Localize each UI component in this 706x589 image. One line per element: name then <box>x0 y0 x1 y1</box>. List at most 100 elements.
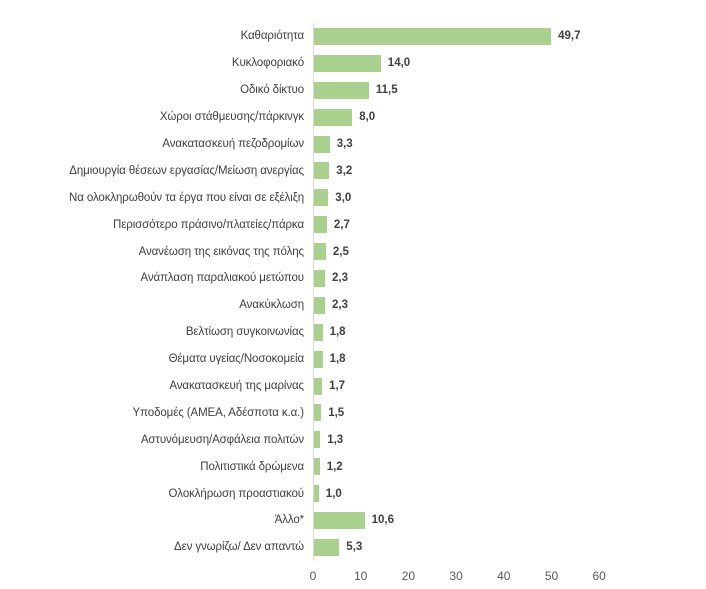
category-label: Οδικό δίκτυο <box>240 84 304 97</box>
x-tick-label: 50 <box>544 568 559 583</box>
value-label: 3,0 <box>335 191 352 204</box>
value-label: 2,3 <box>332 299 348 312</box>
bar-row: Δημιουργία θέσεων εργασίας/Μείωση ανεργί… <box>0 157 706 185</box>
plot-cell: 8,0 <box>313 103 706 131</box>
category-label: Ανακύκλωση <box>239 299 304 312</box>
plot-cell: 2,3 <box>313 291 706 319</box>
category-label: Κυκλοφοριακό <box>231 57 304 70</box>
bar-row: Υποδομές (ΑΜΕΑ, Αδέσποτα κ.α.) 1,5 <box>0 399 706 427</box>
bar <box>314 54 381 72</box>
value-label: 1,2 <box>326 460 343 473</box>
plot-cell: 1,2 <box>313 453 706 481</box>
bar-row: Κυκλοφοριακό 14,0 <box>0 49 706 77</box>
x-tick-label: 30 <box>449 568 463 583</box>
x-tick-label: 0 <box>309 568 317 583</box>
bar <box>314 431 321 449</box>
category-label: Υποδομές (ΑΜΕΑ, Αδέσποτα κ.α.) <box>132 406 305 419</box>
value-label: 3,2 <box>336 164 353 177</box>
plot-cell: 14,0 <box>313 49 706 77</box>
bar <box>314 377 323 395</box>
bar <box>314 404 322 422</box>
category-label: Θέματα υγείας/Νοσοκομεία <box>168 353 305 366</box>
category-label: Δεν γνωρίζω/ Δεν απαντώ <box>174 541 304 554</box>
value-label: 11,5 <box>375 84 398 97</box>
category-label: Δημιουργία θέσεων εργασίας/Μείωση ανεργί… <box>69 164 304 177</box>
plot-cell: 2,3 <box>313 265 706 292</box>
bar-row: Βελτίωση συγκοινωνίας 1,8 <box>0 318 706 346</box>
bar-row: Ανάπλαση παραλιακού μετώπου 2,3 <box>0 265 706 292</box>
category-label: Ολοκλήρωση προαστιακού <box>168 487 305 500</box>
value-label: 2,5 <box>332 245 349 258</box>
plot-cell: 11,5 <box>313 76 706 104</box>
bar-row: Ανανέωση της εικόνας της πόλης 2,5 <box>0 238 706 266</box>
value-label: 1,0 <box>325 487 342 500</box>
value-label: 49,7 <box>558 30 581 43</box>
value-label: 14,0 <box>387 57 411 70</box>
bar-rows: Καθαριότητα 49,7 Κυκλοφοριακό 14,0 Οδικό δίκ… <box>0 23 706 561</box>
x-tick-label: 20 <box>401 568 416 583</box>
category-label: Άλλο* <box>274 514 304 527</box>
bar <box>314 162 330 180</box>
category-label: Αστυνόμευση/Ασφάλεια πολιτών <box>140 433 304 446</box>
plot-cell: 1,3 <box>313 426 706 454</box>
bar <box>314 458 320 476</box>
value-label: 2,7 <box>333 218 350 231</box>
value-label: 1,3 <box>327 433 344 446</box>
bar <box>314 296 325 314</box>
bar-row: Αστυνόμευση/Ασφάλεια πολιτών 1,3 <box>0 426 706 454</box>
plot-cell: 2,5 <box>313 238 706 266</box>
value-label: 3,3 <box>336 138 353 150</box>
category-label: Πολιτιστικά δρώμενα <box>200 460 304 473</box>
category-label: Ανάπλαση παραλιακού μετώπου <box>140 272 305 285</box>
bar <box>314 269 325 287</box>
x-tick-label: 60 <box>592 568 606 583</box>
bar <box>314 108 353 126</box>
plot-cell: 49,7 <box>313 23 706 50</box>
value-label: 1,7 <box>329 380 346 393</box>
bar-row: Ανακατασκευή πεζοδρομίων 3,3 <box>0 130 706 158</box>
plot-cell: 10,6 <box>313 507 706 534</box>
bar-row: Δεν γνωρίζω/ Δεν απαντώ 5,3 <box>0 533 706 561</box>
bar <box>314 27 552 45</box>
category-label: Ανακατασκευή της μαρίνας <box>169 380 304 393</box>
bar-row: Θέματα υγείας/Νοσοκομεία 1,8 <box>0 345 706 373</box>
plot-cell: 3,2 <box>313 157 706 185</box>
bar-row: Ανακατασκευή της μαρίνας 1,7 <box>0 372 706 400</box>
category-label: Ανακατασκευή πεζοδρομίων <box>162 138 304 150</box>
bar-row: Καθαριότητα 49,7 <box>0 23 706 50</box>
bar-row: Περισσότερο πράσινο/πλατείες/πάρκα 2,7 <box>0 211 706 239</box>
bar <box>314 81 369 99</box>
category-label: Καθαριότητα <box>240 30 305 43</box>
bar-row: Άλλο* 10,6 <box>0 507 706 534</box>
plot-cell: 1,8 <box>313 318 706 346</box>
plot-cell: 1,7 <box>313 372 706 400</box>
category-label: Περισσότερο πράσινο/πλατείες/πάρκα <box>113 218 304 231</box>
bar <box>314 189 329 207</box>
bar-row: Πολιτιστικά δρώμενα 1,2 <box>0 453 706 481</box>
plot-cell: 1,8 <box>313 345 706 373</box>
bar-row: Ολοκλήρωση προαστιακού 1,0 <box>0 480 706 508</box>
category-label: Βελτίωση συγκοινωνίας <box>185 326 304 339</box>
bar <box>314 135 330 153</box>
category-label: Χώροι στάθμευσης/πάρκινγκ <box>159 111 304 124</box>
bar <box>314 323 323 341</box>
value-label: 2,3 <box>332 272 348 285</box>
x-tick-label: 40 <box>497 568 511 583</box>
x-axis: 0 10 20 30 40 50 60 <box>309 568 706 587</box>
value-label: 1,8 <box>329 353 346 366</box>
value-label: 10,6 <box>371 514 394 527</box>
plot-cell: 1,0 <box>313 480 706 508</box>
plot-cell: 3,3 <box>313 130 706 158</box>
plot-cell: 1,5 <box>313 399 706 427</box>
plot-cell: 5,3 <box>313 533 706 561</box>
bar-row: Οδικό δίκτυο 11,5 <box>0 76 706 104</box>
bar <box>314 485 319 503</box>
value-label: 1,8 <box>329 326 346 339</box>
bar <box>314 538 340 556</box>
bar-row: Ανακύκλωση 2,3 <box>0 291 706 319</box>
bar <box>314 243 326 261</box>
value-label: 1,5 <box>328 406 345 419</box>
value-label: 8,0 <box>359 111 376 124</box>
category-label: Να ολοκληρωθούν τα έργα που είναι σε εξέ… <box>69 191 304 204</box>
